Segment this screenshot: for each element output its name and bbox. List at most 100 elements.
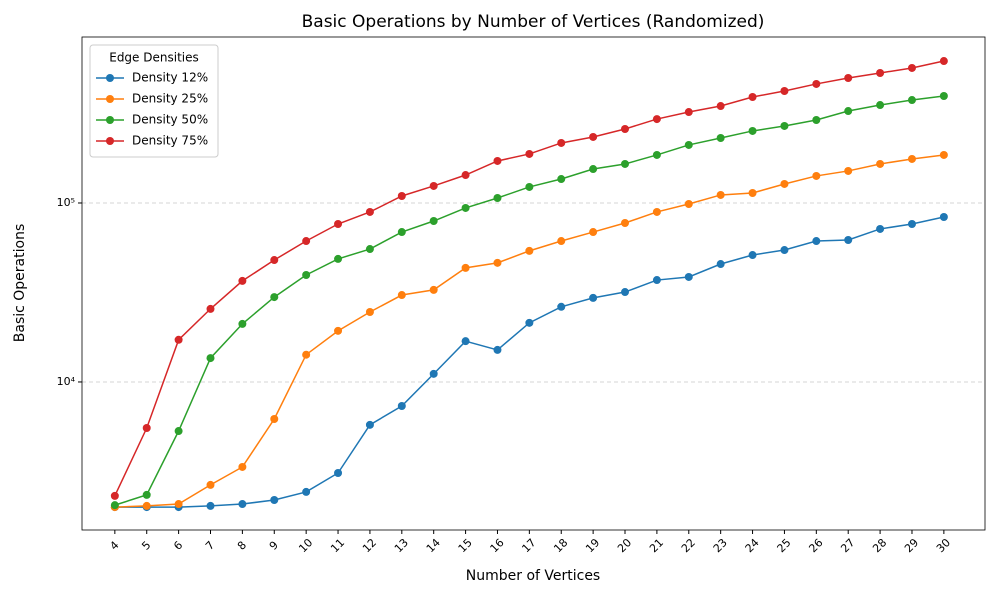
data-point <box>493 156 502 165</box>
data-point <box>142 424 151 433</box>
data-point <box>334 220 343 229</box>
x-tick-label: 22 <box>679 536 698 555</box>
x-tick-label: 9 <box>267 539 281 553</box>
data-point <box>844 73 853 82</box>
x-tick-label: 28 <box>870 536 889 555</box>
data-point <box>238 319 247 328</box>
data-point <box>525 246 534 255</box>
data-point <box>334 469 343 478</box>
data-point <box>238 462 247 471</box>
legend-label: Density 12% <box>132 71 208 85</box>
data-point <box>652 207 661 216</box>
y-tick-label: 10⁴ <box>57 375 76 388</box>
x-tick-label: 12 <box>360 536 379 555</box>
x-tick-label: 21 <box>647 536 666 555</box>
data-point <box>589 228 598 237</box>
data-point <box>716 190 725 199</box>
data-point <box>812 116 821 125</box>
data-point <box>270 414 279 423</box>
data-point <box>525 149 534 158</box>
x-tick-label: 14 <box>424 536 443 555</box>
data-point <box>780 179 789 188</box>
data-point <box>461 171 470 180</box>
data-point <box>270 293 279 302</box>
data-point <box>174 427 183 436</box>
data-point <box>716 134 725 143</box>
data-point <box>780 86 789 95</box>
data-point <box>844 236 853 245</box>
y-tick-label: 10⁵ <box>57 196 75 209</box>
data-point <box>621 288 630 297</box>
data-point <box>206 354 215 363</box>
x-tick-label: 8 <box>235 539 249 553</box>
data-point <box>174 500 183 509</box>
legend-label: Density 75% <box>132 134 208 148</box>
x-tick-label: 26 <box>806 536 825 555</box>
data-point <box>525 182 534 191</box>
data-point <box>557 175 566 184</box>
data-point <box>652 115 661 124</box>
data-point <box>684 108 693 117</box>
data-point <box>844 166 853 175</box>
data-point <box>748 189 757 198</box>
data-point <box>493 194 502 203</box>
data-point <box>270 496 279 505</box>
data-point <box>365 245 374 254</box>
data-point <box>589 132 598 141</box>
data-point <box>621 218 630 227</box>
data-point <box>397 291 406 300</box>
data-point <box>907 63 916 72</box>
data-point <box>142 501 151 510</box>
data-point <box>844 107 853 116</box>
data-point <box>939 150 948 159</box>
data-point <box>206 480 215 489</box>
series-line <box>114 60 945 497</box>
x-tick-label: 11 <box>328 536 347 555</box>
legend-box <box>89 44 219 158</box>
data-point <box>748 251 757 260</box>
data-point <box>780 121 789 130</box>
data-point <box>334 326 343 335</box>
data-point <box>684 199 693 208</box>
data-point <box>397 191 406 200</box>
data-point <box>907 220 916 229</box>
data-point <box>589 293 598 302</box>
data-point <box>238 276 247 285</box>
data-point <box>780 246 789 255</box>
data-point <box>812 237 821 246</box>
x-tick-label: 5 <box>139 539 153 553</box>
x-tick-label: 29 <box>902 536 921 555</box>
data-point <box>748 92 757 101</box>
data-point <box>334 254 343 263</box>
data-point <box>939 92 948 101</box>
data-point <box>876 159 885 168</box>
data-point <box>589 165 598 174</box>
data-point <box>270 256 279 265</box>
x-tick-label: 4 <box>107 539 121 553</box>
data-point <box>429 369 438 378</box>
x-tick-label: 16 <box>488 536 507 555</box>
data-point <box>812 79 821 88</box>
data-point <box>684 140 693 149</box>
legend-marker <box>106 116 114 124</box>
data-point <box>365 207 374 216</box>
data-point <box>461 263 470 272</box>
data-point <box>302 270 311 279</box>
legend-marker <box>106 95 114 103</box>
x-tick-label: 27 <box>838 536 857 555</box>
legend-title: Edge Densities <box>109 51 199 65</box>
data-point <box>876 101 885 110</box>
x-tick-label: 15 <box>456 536 475 555</box>
plot-frame <box>81 36 986 531</box>
data-point <box>557 138 566 147</box>
x-tick-label: 18 <box>551 536 570 555</box>
data-point <box>876 224 885 233</box>
legend-label: Density 25% <box>132 92 208 106</box>
data-point <box>525 318 534 327</box>
x-tick-label: 23 <box>711 536 730 555</box>
x-tick-label: 6 <box>171 539 185 553</box>
legend-marker <box>106 137 114 145</box>
data-point <box>907 154 916 163</box>
x-tick-label: 19 <box>583 536 602 555</box>
data-point <box>238 500 247 509</box>
